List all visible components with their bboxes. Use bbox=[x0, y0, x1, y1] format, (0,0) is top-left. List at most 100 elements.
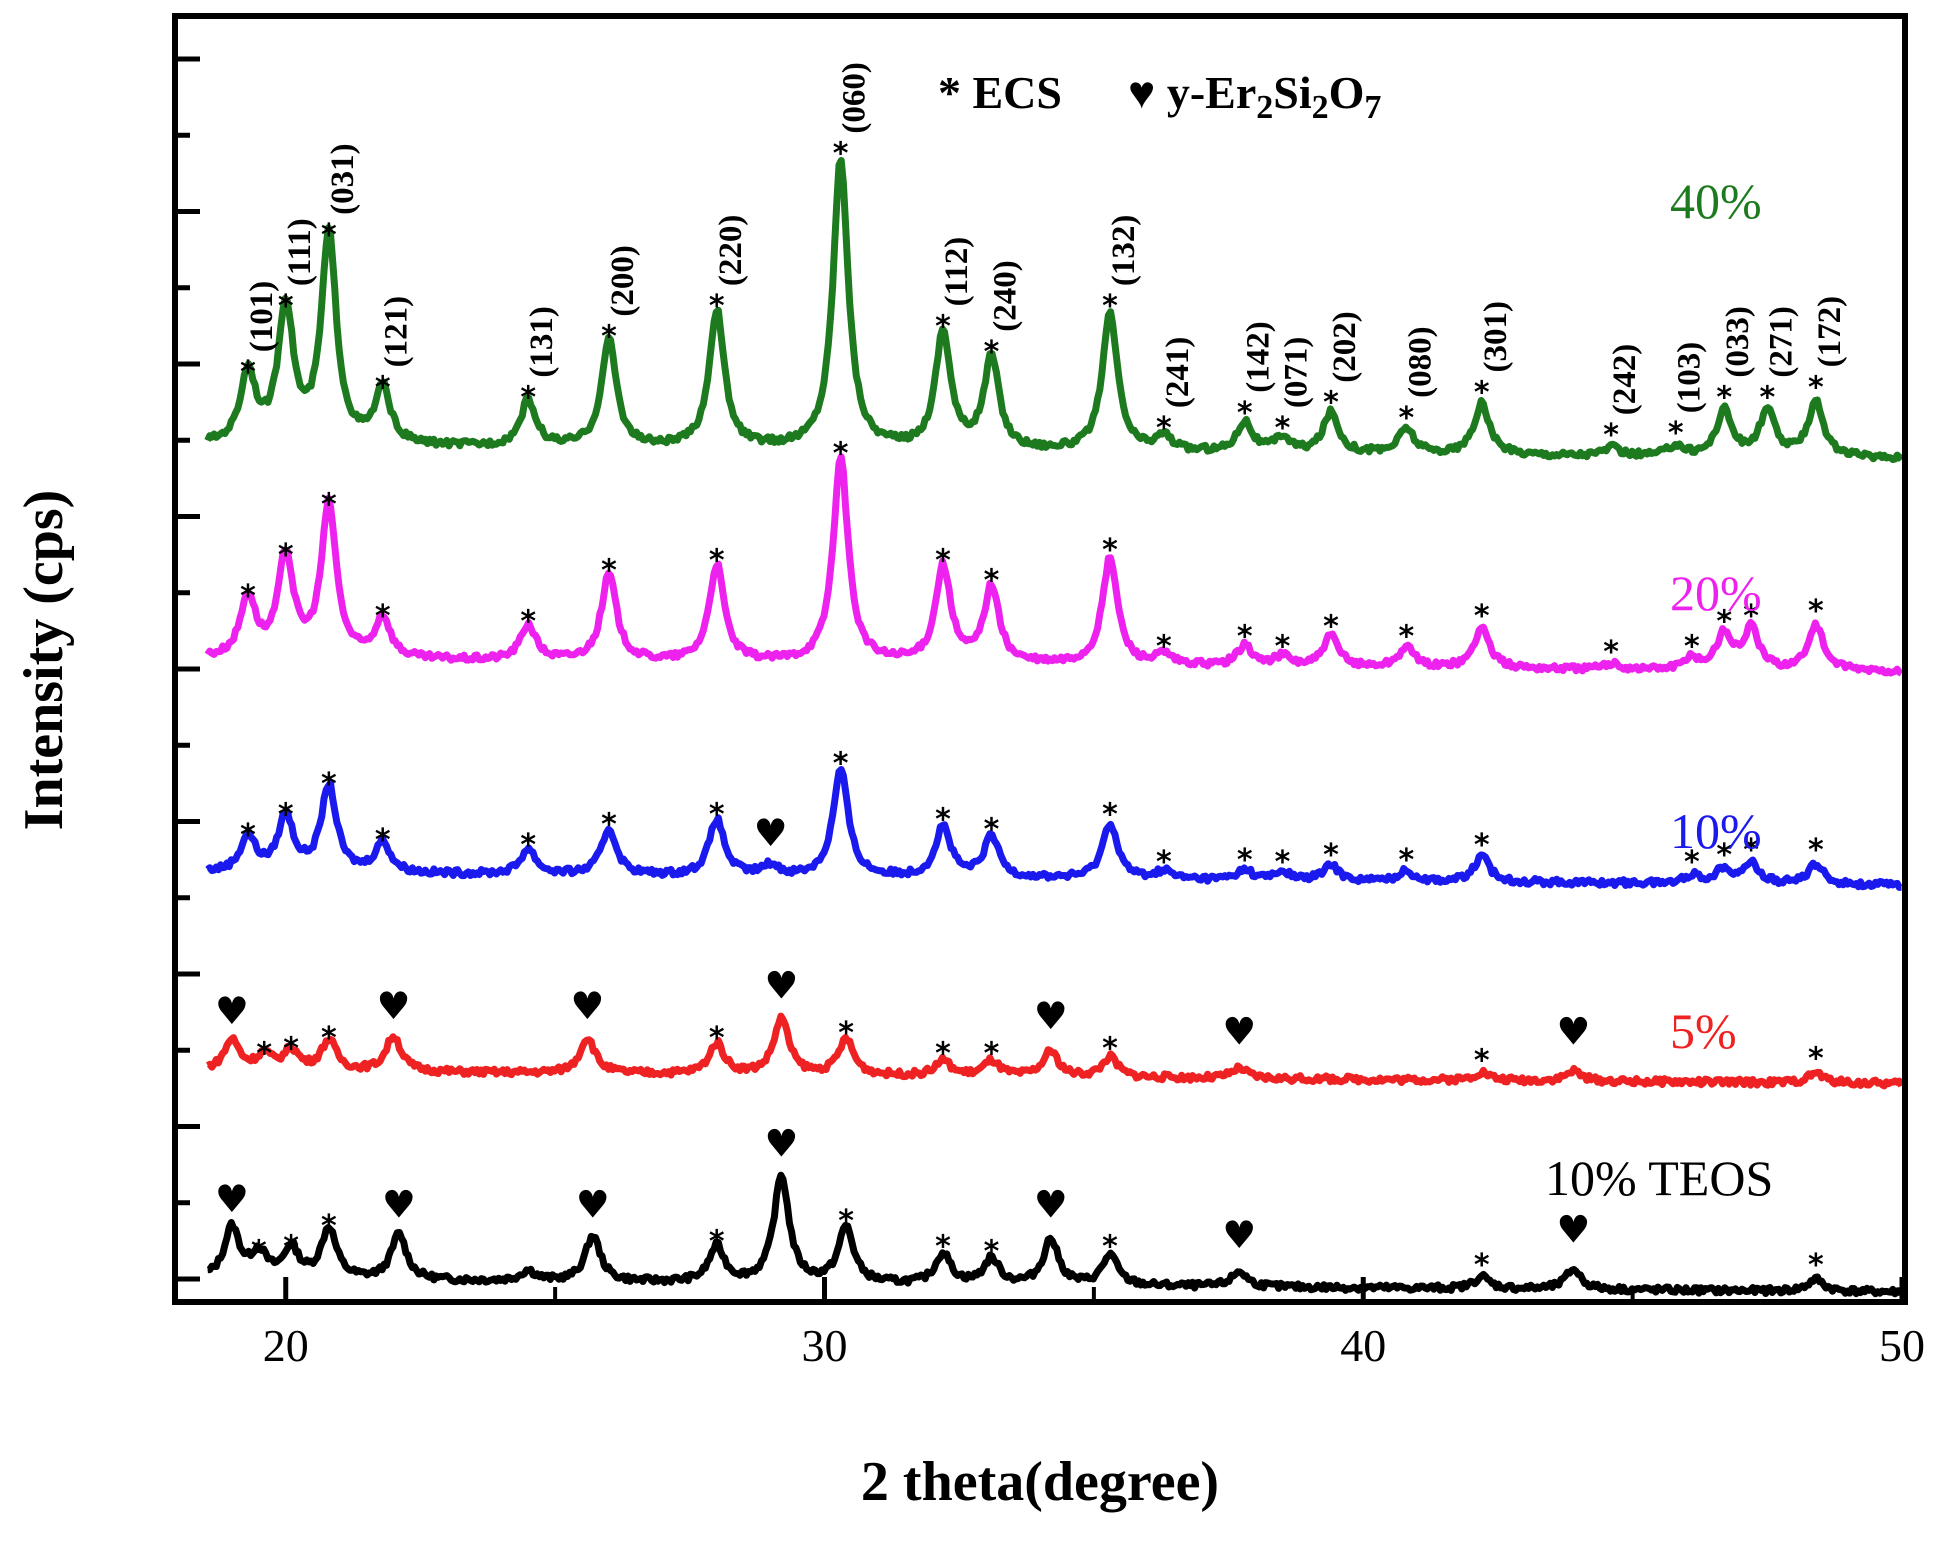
ecs-peak-marker: * bbox=[709, 543, 725, 578]
miller-index-label: (132) bbox=[1106, 215, 1142, 286]
ecs-peak-marker: * bbox=[1398, 843, 1414, 878]
x-tick-label: 50 bbox=[1879, 1320, 1925, 1371]
ecs-peak-marker: * bbox=[1684, 845, 1700, 880]
legend-ecs: * ECS bbox=[938, 67, 1062, 118]
y-er2si2o7-peak-marker: ♥ bbox=[1222, 1213, 1256, 1257]
ecs-peak-marker: * bbox=[833, 137, 849, 172]
ecs-peak-marker: * bbox=[838, 1204, 854, 1239]
ecs-peak-marker: * bbox=[601, 808, 617, 843]
y-er2si2o7-peak-marker: ♥ bbox=[215, 1177, 249, 1221]
miller-index-label: (242) bbox=[1607, 344, 1643, 415]
series-label: 20% bbox=[1670, 565, 1762, 621]
series-label: 40% bbox=[1670, 173, 1762, 229]
ecs-peak-marker: * bbox=[1474, 599, 1490, 634]
y-er2si2o7-peak-marker: ♥ bbox=[1222, 1009, 1256, 1053]
ecs-peak-marker: * bbox=[375, 599, 391, 634]
miller-index-label: (301) bbox=[1478, 301, 1514, 372]
legend: * ECS ♥ y-Er2Si2O7 bbox=[938, 67, 1381, 126]
miller-index-label: (112) bbox=[939, 237, 975, 307]
ecs-peak-marker: * bbox=[283, 1230, 299, 1265]
ecs-peak-marker: * bbox=[1237, 396, 1253, 431]
miller-index-label: (033) bbox=[1720, 306, 1756, 377]
ecs-peak-marker: * bbox=[1808, 370, 1824, 405]
ecs-peak-marker: * bbox=[321, 1021, 337, 1056]
ecs-peak-marker: * bbox=[256, 1036, 272, 1071]
ecs-peak-marker: * bbox=[935, 309, 951, 344]
ecs-peak-marker: * bbox=[283, 1031, 299, 1066]
ecs-peak-marker: * bbox=[833, 747, 849, 782]
ecs-peak-marker: * bbox=[984, 335, 1000, 370]
ecs-peak-marker: * bbox=[601, 553, 617, 588]
ecs-peak-marker: * bbox=[278, 538, 294, 573]
ecs-peak-marker: * bbox=[375, 823, 391, 858]
ecs-peak-marker: * bbox=[984, 1036, 1000, 1071]
x-tick-label: 40 bbox=[1340, 1320, 1386, 1371]
ecs-peak-marker: * bbox=[935, 1036, 951, 1071]
ecs-peak-marker: * bbox=[1808, 594, 1824, 629]
series-label: 10% bbox=[1670, 803, 1762, 859]
x-tick-label: 30 bbox=[802, 1320, 848, 1371]
ecs-peak-marker: * bbox=[1603, 635, 1619, 670]
y-er2si2o7-peak-marker: ♥ bbox=[376, 984, 410, 1028]
ecs-peak-marker: * bbox=[1398, 401, 1414, 436]
series-line-20- bbox=[204, 453, 1904, 677]
series-line-10- bbox=[205, 766, 1903, 891]
ecs-peak-marker: * bbox=[935, 543, 951, 578]
ecs-peak-marker: * bbox=[1102, 797, 1118, 832]
y-er2si2o7-peak-marker: ♥ bbox=[576, 1182, 610, 1226]
miller-index-label: (202) bbox=[1327, 311, 1363, 382]
ecs-peak-marker: * bbox=[278, 797, 294, 832]
ecs-peak-marker: * bbox=[1474, 1043, 1490, 1078]
plot-frame bbox=[172, 13, 1908, 1305]
y-er2si2o7-peak-marker: ♥ bbox=[764, 964, 798, 1008]
ecs-peak-marker: * bbox=[240, 355, 256, 390]
ecs-peak-marker: * bbox=[375, 370, 391, 405]
ecs-peak-marker: * bbox=[1323, 838, 1339, 873]
ecs-peak-marker: * bbox=[1716, 604, 1732, 639]
ecs-peak-marker: * bbox=[520, 381, 536, 416]
ecs-peak-marker: * bbox=[520, 828, 536, 863]
ecs-peak-marker: * bbox=[1684, 630, 1700, 665]
plot-layer bbox=[204, 157, 1905, 1298]
ecs-peak-marker: * bbox=[1156, 411, 1172, 446]
ecs-peak-marker: * bbox=[709, 797, 725, 832]
miller-index-label: (060) bbox=[837, 62, 873, 133]
ecs-peak-marker: * bbox=[984, 564, 1000, 599]
miller-index-label: (172) bbox=[1812, 296, 1848, 367]
series-line-5- bbox=[206, 1012, 1905, 1090]
legend-y-er2si2o7: ♥ y-Er2Si2O7 bbox=[1128, 67, 1381, 126]
ecs-peak-marker: * bbox=[1743, 599, 1759, 634]
ecs-peak-marker: * bbox=[935, 803, 951, 838]
ecs-peak-marker: * bbox=[1102, 1031, 1118, 1066]
y-er2si2o7-peak-marker: ♥ bbox=[382, 1182, 416, 1226]
ecs-peak-marker: * bbox=[321, 218, 337, 253]
ecs-peak-marker: * bbox=[1102, 1230, 1118, 1265]
ecs-peak-marker: * bbox=[321, 487, 337, 522]
axis-layer: 20 30 40 50 bbox=[178, 56, 1925, 1371]
ecs-peak-marker: * bbox=[240, 579, 256, 614]
series-label: 5% bbox=[1670, 1003, 1737, 1059]
ecs-peak-marker: * bbox=[1102, 533, 1118, 568]
ecs-peak-marker: * bbox=[833, 437, 849, 472]
x-axis-title: 2 theta(degree) bbox=[861, 1451, 1219, 1513]
ecs-peak-marker: * bbox=[984, 813, 1000, 848]
y-er2si2o7-peak-marker: ♥ bbox=[1034, 1182, 1068, 1226]
ecs-peak-marker: * bbox=[1743, 833, 1759, 868]
ecs-peak-marker: * bbox=[1156, 845, 1172, 880]
ecs-peak-marker: * bbox=[278, 289, 294, 324]
y-er2si2o7-peak-marker: ♥ bbox=[570, 984, 604, 1028]
miller-index-label: (131) bbox=[524, 306, 560, 377]
y-er2si2o7-peak-marker: ♥ bbox=[754, 811, 788, 855]
ecs-peak-marker: * bbox=[1474, 376, 1490, 411]
y-er2si2o7-peak-marker: ♥ bbox=[1556, 1009, 1590, 1053]
miller-index-label: (103) bbox=[1672, 342, 1708, 413]
miller-index-label: (071) bbox=[1278, 337, 1314, 408]
miller-index-label: (121) bbox=[379, 296, 415, 367]
ecs-peak-marker: * bbox=[601, 320, 617, 355]
miller-index-label: (241) bbox=[1160, 337, 1196, 408]
miller-index-label: (080) bbox=[1402, 326, 1438, 397]
ecs-peak-marker: * bbox=[1668, 416, 1684, 451]
ecs-peak-marker: * bbox=[1759, 381, 1775, 416]
y-axis-title: Intensity (cps) bbox=[13, 490, 75, 831]
